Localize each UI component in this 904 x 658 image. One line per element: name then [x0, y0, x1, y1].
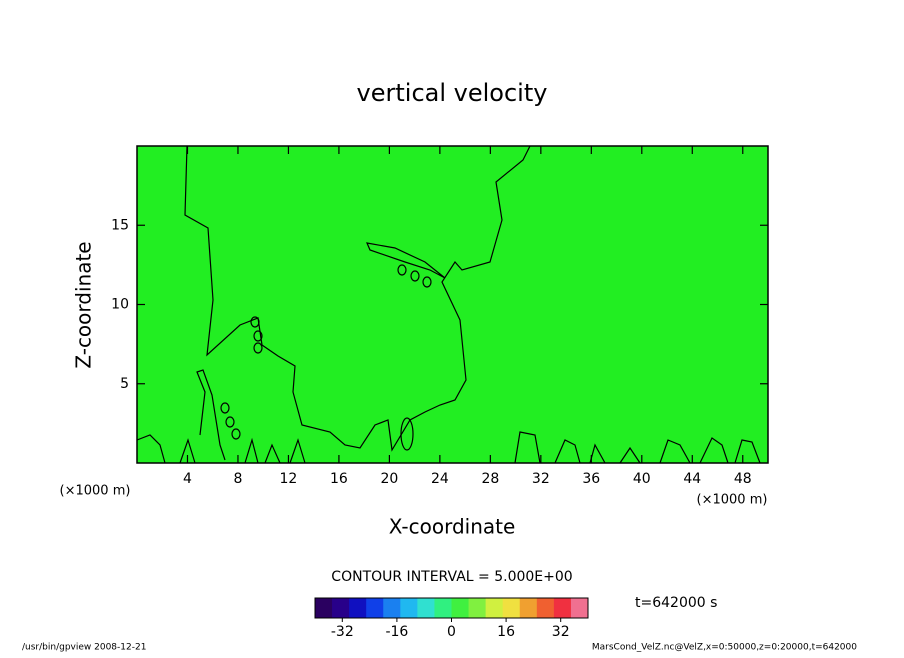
colorbar-swatch: [468, 598, 487, 618]
x-tick-label: 44: [683, 471, 701, 487]
colorbar-tick-label: 16: [497, 624, 515, 640]
y-tick-label: 10: [111, 297, 129, 313]
x-tick-label: 36: [582, 471, 600, 487]
chart-title: vertical velocity: [357, 79, 548, 107]
colorbar-swatch: [400, 598, 418, 618]
colorbar-swatch: [349, 598, 367, 618]
x-tick-label: 28: [481, 471, 499, 487]
footer-right: MarsCond_VelZ.nc@VelZ,x=0:50000,z=0:2000…: [592, 643, 857, 653]
colorbar-swatch: [485, 598, 504, 618]
contour-lines: [136, 145, 761, 464]
y-tick-label: 5: [120, 376, 129, 392]
colorbar-tick-label: 32: [552, 624, 570, 640]
x-tick-label: 4: [183, 471, 192, 487]
x-tick-label: 24: [431, 471, 449, 487]
x-axis-label: X-coordinate: [389, 515, 516, 539]
x-tick-label: 8: [233, 471, 242, 487]
x-tick-label: 12: [280, 471, 298, 487]
x-tick-label: 32: [532, 471, 550, 487]
y-tick-label: 15: [111, 217, 129, 233]
time-label: t=642000 s: [635, 595, 717, 611]
x-unit-label: (×1000 m): [697, 493, 768, 508]
colorbar-tick-label: 0: [447, 624, 456, 640]
colorbar-swatch: [315, 598, 333, 618]
colorbar-swatch: [519, 598, 538, 618]
colorbar-swatch: [434, 598, 452, 618]
x-tick-label: 48: [734, 471, 752, 487]
x-tick-label: 40: [633, 471, 651, 487]
colorbar-swatch: [553, 598, 572, 618]
footer-left: /usr/bin/gpview 2008-12-21: [22, 643, 146, 653]
x-tick-label: 20: [380, 471, 398, 487]
colorbar-swatch: [536, 598, 555, 618]
colorbar-swatch: [417, 598, 435, 618]
x-unit-label: (×1000 m): [60, 484, 131, 499]
contour-interval: CONTOUR INTERVAL = 5.000E+00: [331, 569, 572, 585]
colorbar-swatch: [502, 598, 521, 618]
colorbar-swatch: [570, 598, 589, 618]
colorbar-swatch: [451, 598, 470, 618]
y-axis-label: Z-coordinate: [72, 241, 96, 368]
colorbar-tick-label: -16: [385, 624, 408, 640]
x-tick-label: 16: [330, 471, 348, 487]
colorbar-swatch: [332, 598, 350, 618]
colorbar-tick-label: -32: [331, 624, 354, 640]
colorbar-swatch: [366, 598, 384, 618]
colorbar-swatch: [383, 598, 401, 618]
